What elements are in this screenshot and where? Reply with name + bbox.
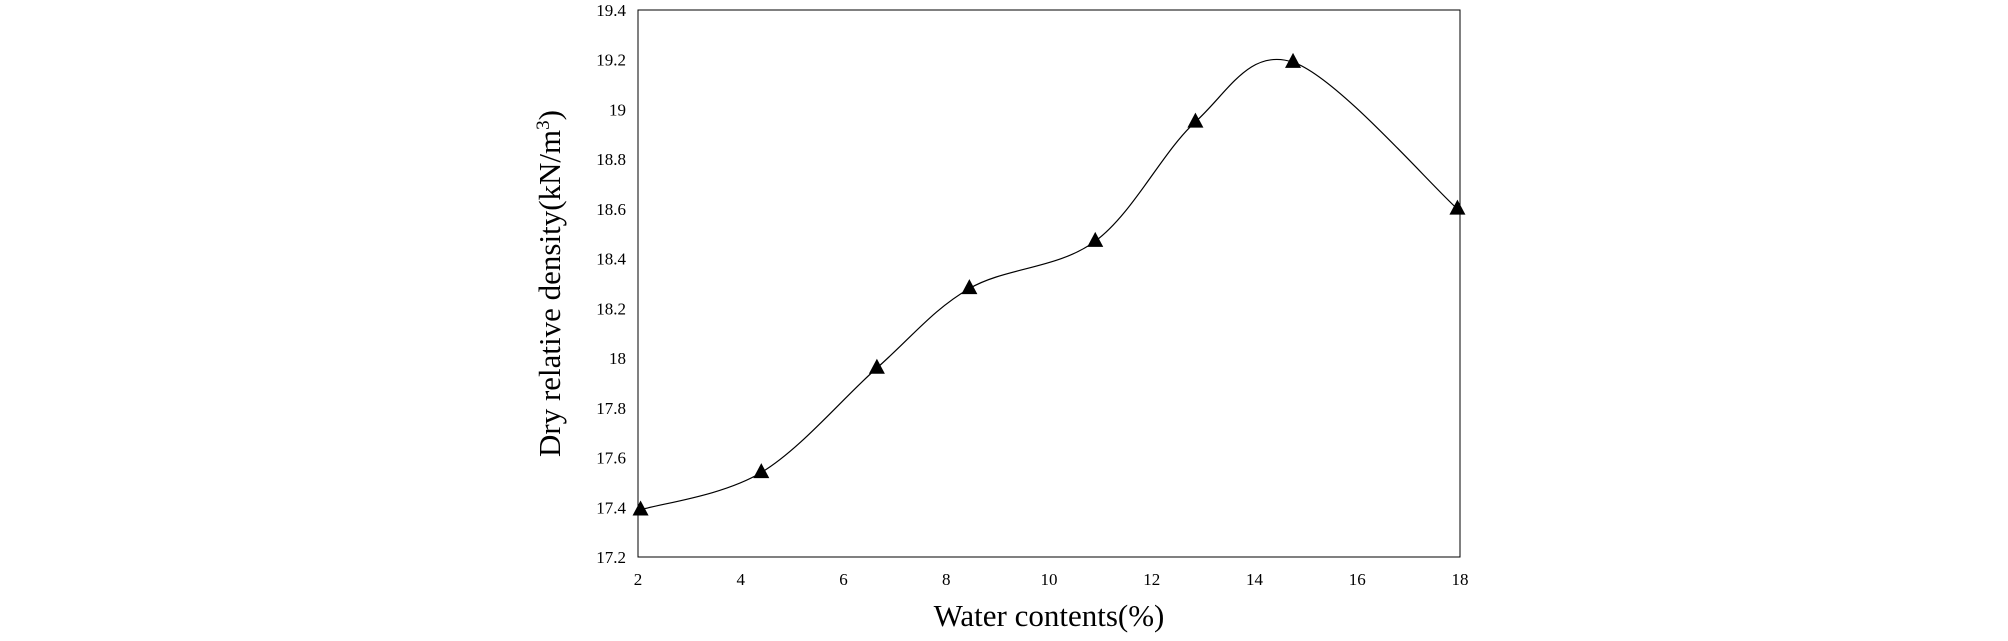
y-tick-label: 17.2 xyxy=(596,548,626,567)
data-point xyxy=(632,500,649,516)
x-tick-label: 4 xyxy=(737,570,746,589)
x-tick-labels: 2 4 6 8 10 12 14 16 18 xyxy=(634,570,1469,589)
x-axis-title: Water contents(%) xyxy=(934,598,1165,633)
x-tick-label: 10 xyxy=(1041,570,1058,589)
data-point xyxy=(1187,112,1204,128)
x-tick-label: 16 xyxy=(1349,570,1366,589)
data-point xyxy=(961,279,978,295)
y-tick-label: 19 xyxy=(609,100,626,119)
data-point xyxy=(753,463,770,479)
x-tick-label: 6 xyxy=(839,570,848,589)
data-point xyxy=(1285,52,1302,68)
y-tick-label: 18 xyxy=(609,349,626,368)
y-axis-title-main: Dry relative density(kN/m xyxy=(532,130,567,457)
plot-frame xyxy=(637,9,1461,558)
data-point xyxy=(1449,199,1466,215)
y-tick-label: 19.4 xyxy=(596,1,626,20)
data-markers xyxy=(632,52,1466,516)
y-tick-label: 19.2 xyxy=(596,51,626,70)
y-tick-label: 18.6 xyxy=(596,200,626,219)
y-tick-label: 18.8 xyxy=(596,150,626,169)
y-tick-label: 18.4 xyxy=(596,250,626,269)
x-tick-label: 2 xyxy=(634,570,643,589)
y-tick-label: 17.6 xyxy=(596,449,626,468)
y-tick-label: 17.8 xyxy=(596,399,626,418)
y-tick-label: 17.4 xyxy=(596,498,626,517)
x-tick-label: 8 xyxy=(942,570,951,589)
y-tick-labels: 17.2 17.4 17.6 17.8 18 18.2 18.4 18.6 18.8 19 19.2… xyxy=(596,1,626,567)
y-axis-title-end: ) xyxy=(532,110,567,120)
x-tick-label: 12 xyxy=(1143,570,1160,589)
y-tick-label: 18.2 xyxy=(596,299,626,318)
x-tick-label: 18 xyxy=(1452,570,1469,589)
y-axis-title-superscript: 3 xyxy=(533,120,554,130)
data-point xyxy=(1087,231,1104,247)
x-tick-label: 14 xyxy=(1246,570,1264,589)
series-line xyxy=(640,58,1458,511)
y-axis-title: Dry relative density(kN/m3) xyxy=(532,110,567,457)
data-point xyxy=(868,358,885,374)
